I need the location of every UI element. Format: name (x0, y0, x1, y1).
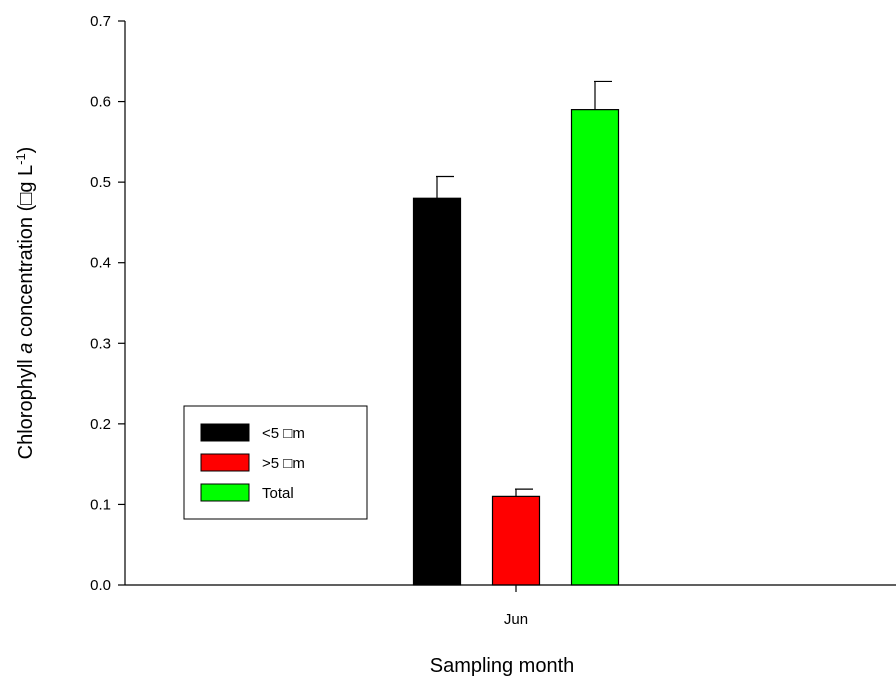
y-tick-label: 0.5 (90, 174, 111, 191)
plot-area (412, 80, 620, 586)
y-tick-label: 0.6 (90, 94, 111, 111)
y-tick-label: 0.0 (90, 577, 111, 594)
legend-label: <5 □m (262, 425, 305, 442)
y-tick-label: 0.3 (90, 335, 111, 352)
bar (570, 109, 620, 586)
y-axis-title: Chlorophyll a concentration (□g L-1) (13, 147, 38, 460)
legend-swatch (200, 483, 250, 502)
legend-label: Total (262, 485, 294, 502)
x-axis-title: Sampling month (430, 655, 575, 677)
legend-label: >5 □m (262, 455, 305, 472)
y-tick-label: 0.4 (90, 255, 111, 272)
bar (412, 197, 462, 586)
y-tick-label: 0.7 (90, 13, 111, 30)
x-tick-label: Jun (504, 611, 528, 628)
legend-swatch (200, 453, 250, 472)
y-tick-label: 0.2 (90, 416, 111, 433)
y-tick-label: 0.1 (90, 496, 111, 513)
x-axis-ticks: Jun (504, 585, 528, 628)
y-axis-ticks: 0.0 0.1 0.2 0.3 0.4 0.5 0.6 0.7 (90, 13, 125, 594)
bar (491, 495, 541, 586)
legend: <5 □m >5 □m Total (183, 405, 368, 520)
legend-swatch (200, 423, 250, 442)
